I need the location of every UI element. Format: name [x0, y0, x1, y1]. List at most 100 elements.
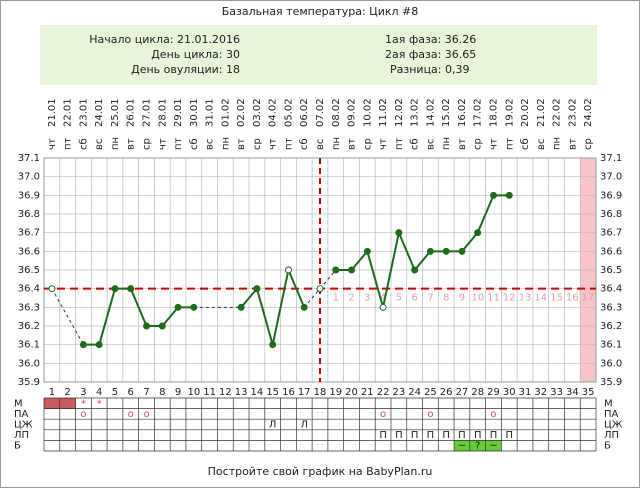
date-label: 04.02 [268, 98, 279, 127]
temp-segment [413, 250, 432, 271]
weekday-label: пн [220, 137, 231, 150]
table-fill [485, 440, 502, 451]
date-label: 07.02 [315, 98, 326, 127]
table-cell: Л [300, 420, 308, 431]
table-cell: П [411, 430, 419, 441]
x-tick-label: 28 [471, 387, 484, 398]
weekday-label: вт [457, 138, 468, 150]
luteal-day: 10 [471, 293, 484, 304]
temp-point [79, 341, 87, 349]
temp-segment [255, 288, 274, 345]
temp-point [174, 303, 182, 311]
date-label: 03.02 [252, 98, 263, 127]
luteal-day: 3 [364, 293, 370, 304]
y-tick-label: 36.0 [600, 358, 622, 369]
weekday-label: пн [110, 137, 121, 150]
luteal-day: 17 [582, 293, 595, 304]
y-tick-label: 35.9 [18, 377, 40, 388]
y-tick-label: 36.0 [18, 358, 40, 369]
x-tick-label: 17 [298, 387, 311, 398]
temp-point [395, 229, 403, 237]
temp-point [237, 303, 245, 311]
y-tick-label: 36.8 [18, 209, 40, 220]
weekday-label: сб [520, 138, 531, 150]
luteal-day: 6 [411, 293, 417, 304]
y-tick-label: 36.6 [18, 246, 40, 257]
temp-segment [161, 306, 179, 327]
temp-segment [303, 288, 321, 308]
table-cell: П [490, 430, 498, 441]
luteal-day: 8 [443, 293, 449, 304]
temp-point [158, 322, 166, 330]
y-tick-label: 36.6 [600, 246, 622, 257]
weekday-label: чт [47, 138, 58, 150]
table-cell: о [380, 409, 386, 420]
x-tick-label: 14 [251, 387, 264, 398]
temp-segment [51, 288, 84, 345]
x-tick-label: 22 [377, 387, 390, 398]
temp-point [348, 266, 356, 274]
temp-point [442, 247, 450, 255]
y-tick-label: 36.9 [18, 190, 40, 201]
table-cell: П [379, 430, 387, 441]
date-label: 30.01 [189, 98, 200, 127]
date-label: 24.02 [583, 98, 594, 127]
y-tick-label: 36.9 [600, 190, 622, 201]
table-cell: П [395, 430, 403, 441]
row-label: ЛП [14, 430, 29, 441]
luteal-day: 7 [427, 293, 433, 304]
weekday-label: пн [552, 137, 563, 150]
temp-point [426, 247, 434, 255]
temp-point [269, 341, 277, 349]
row-label: ПА [14, 409, 29, 420]
weekday-label: пт [63, 137, 74, 150]
table-cell: П [427, 430, 435, 441]
table-fill [454, 440, 470, 451]
temp-segment [98, 288, 116, 345]
x-tick-label: 24 [408, 387, 421, 398]
weekday-label: вт [126, 138, 137, 150]
x-tick-label: 20 [345, 387, 358, 398]
date-label: 15.02 [441, 98, 452, 127]
date-label: 18.02 [488, 98, 499, 127]
row-label: Б [14, 441, 21, 452]
date-label: 13.02 [410, 98, 421, 127]
temp-segment [397, 232, 416, 271]
date-label: 17.02 [473, 98, 484, 127]
date-label: 28.01 [157, 98, 168, 127]
temp-point [363, 247, 371, 255]
row-label: ЦЖ [14, 420, 33, 431]
date-label: 11.02 [378, 98, 389, 127]
weekday-label: ср [583, 138, 594, 150]
weekday-label: вт [567, 138, 578, 150]
info: День цикла: 30 [151, 48, 240, 61]
weekday-label: пн [441, 137, 452, 150]
weekday-label: вс [315, 139, 326, 150]
date-label: 16.02 [457, 98, 468, 127]
luteal-day: 9 [459, 293, 465, 304]
weekday-label: сб [189, 138, 200, 150]
y-tick-label: 37.1 [600, 153, 622, 164]
info: 1ая фаза: 36.26 [385, 33, 476, 46]
table-cell: ~ [489, 441, 497, 452]
x-tick-label: 1 [49, 387, 55, 398]
temp-point [111, 285, 119, 293]
temp-point [474, 229, 482, 237]
weekday-label: чт [488, 138, 499, 150]
x-tick-label: 9 [175, 387, 181, 398]
date-label: 10.02 [362, 98, 373, 127]
table-cell: ~ [458, 441, 466, 452]
weekday-label: пт [283, 137, 294, 150]
weekday-label: вс [425, 139, 436, 150]
weekday-label: ср [252, 138, 263, 150]
weekday-label: сб [410, 138, 421, 150]
table-cell: о [80, 409, 86, 420]
temp-segment [240, 288, 258, 308]
temp-segment [366, 251, 385, 308]
temp-segment [287, 269, 306, 308]
date-label: 12.02 [394, 98, 405, 127]
date-label: 22.01 [63, 98, 74, 127]
table-cell: * [97, 398, 102, 409]
y-tick-label: 36.5 [600, 265, 622, 276]
